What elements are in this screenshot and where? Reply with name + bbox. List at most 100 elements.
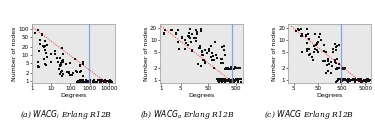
- Point: [99, 79, 105, 81]
- Point: [106, 81, 112, 83]
- Point: [325, 60, 331, 62]
- Point: [224, 68, 230, 70]
- Point: [216, 79, 222, 81]
- Point: [346, 78, 352, 80]
- Point: [193, 29, 199, 31]
- Point: [87, 79, 93, 81]
- Point: [223, 79, 229, 81]
- Point: [76, 81, 82, 83]
- Point: [355, 77, 361, 80]
- Point: [214, 57, 220, 59]
- Point: [220, 80, 226, 82]
- Point: [80, 61, 86, 63]
- Point: [184, 35, 190, 37]
- Point: [340, 78, 346, 80]
- Point: [103, 81, 109, 83]
- Point: [37, 43, 43, 45]
- Point: [58, 64, 64, 66]
- Point: [224, 79, 230, 81]
- Point: [36, 50, 42, 52]
- Point: [202, 62, 208, 64]
- Point: [108, 80, 114, 82]
- Point: [222, 79, 228, 82]
- Point: [173, 32, 179, 34]
- Point: [227, 80, 233, 82]
- Point: [363, 79, 369, 81]
- Point: [363, 80, 369, 82]
- Point: [314, 42, 320, 45]
- Point: [317, 33, 323, 36]
- Point: [96, 79, 102, 81]
- Point: [334, 68, 340, 70]
- Point: [92, 81, 98, 83]
- Point: [184, 44, 190, 46]
- Point: [338, 80, 344, 82]
- Point: [194, 33, 200, 35]
- Point: [336, 67, 342, 69]
- Point: [311, 45, 317, 47]
- Point: [194, 31, 200, 34]
- Point: [34, 66, 40, 68]
- Point: [363, 79, 369, 81]
- Point: [78, 80, 84, 82]
- X-axis label: Degrees: Degrees: [317, 93, 343, 98]
- Point: [204, 52, 210, 54]
- Point: [231, 67, 237, 70]
- Point: [220, 79, 226, 81]
- Point: [60, 61, 66, 63]
- Point: [326, 58, 332, 60]
- Point: [356, 79, 362, 82]
- Point: [176, 48, 182, 50]
- Point: [79, 80, 85, 82]
- Point: [188, 40, 194, 43]
- Point: [316, 36, 322, 38]
- Point: [213, 54, 219, 56]
- Point: [83, 81, 89, 83]
- X-axis label: Degrees: Degrees: [60, 93, 86, 98]
- Point: [364, 78, 370, 80]
- Point: [57, 65, 63, 67]
- Point: [333, 67, 339, 69]
- Text: (c) $WACG$ Erlang R12B: (c) $WACG$ Erlang R12B: [264, 108, 354, 121]
- Point: [100, 81, 106, 83]
- Point: [102, 79, 108, 81]
- Point: [222, 81, 228, 83]
- Point: [187, 28, 193, 30]
- Point: [78, 65, 84, 67]
- Point: [214, 80, 220, 82]
- Point: [328, 61, 334, 63]
- Point: [318, 39, 324, 41]
- Point: [94, 81, 100, 83]
- Point: [323, 51, 329, 53]
- Point: [332, 61, 338, 63]
- Point: [97, 81, 103, 83]
- Point: [57, 57, 63, 59]
- Point: [224, 67, 230, 69]
- Point: [339, 67, 345, 69]
- Point: [220, 62, 226, 64]
- Point: [231, 80, 237, 82]
- Point: [228, 81, 234, 83]
- Point: [76, 80, 82, 82]
- Point: [363, 79, 369, 81]
- Point: [59, 70, 65, 72]
- Point: [364, 80, 370, 82]
- Point: [336, 67, 342, 69]
- Point: [87, 81, 93, 83]
- Point: [358, 80, 364, 82]
- Point: [221, 79, 227, 81]
- Point: [339, 68, 345, 70]
- Point: [304, 33, 310, 35]
- Point: [234, 78, 240, 80]
- Point: [75, 80, 81, 82]
- Point: [236, 67, 242, 69]
- Point: [334, 58, 340, 60]
- Point: [196, 47, 202, 49]
- Point: [231, 80, 237, 83]
- Point: [40, 58, 46, 60]
- Point: [230, 81, 236, 83]
- Point: [304, 28, 310, 30]
- Point: [338, 78, 344, 81]
- Point: [107, 81, 113, 83]
- Point: [37, 39, 43, 41]
